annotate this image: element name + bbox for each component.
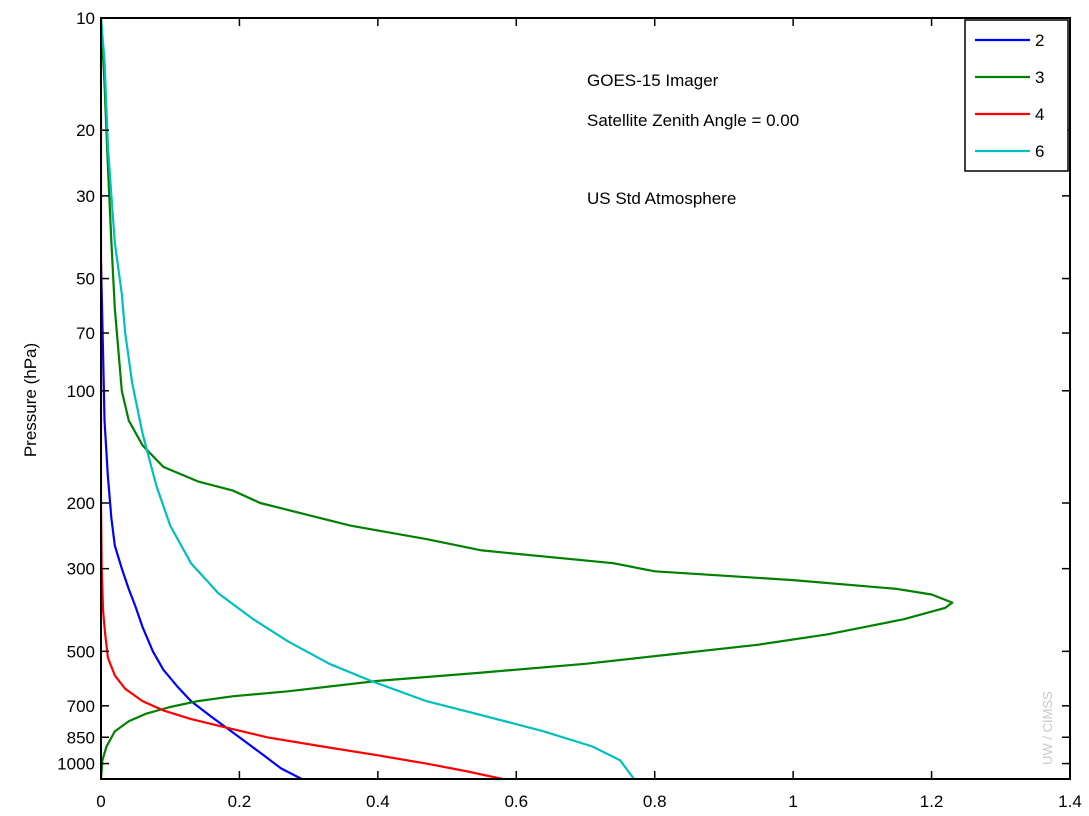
legend-box — [964, 19, 1069, 172]
legend: 2 3 4 6 — [964, 19, 1069, 172]
x-tick-label: 0.2 — [228, 792, 252, 811]
x-tick-label: 1 — [788, 792, 797, 811]
x-tick-label: 1.4 — [1058, 792, 1082, 811]
y-tick-label: 70 — [76, 324, 95, 343]
y-tick-label: 200 — [67, 494, 95, 513]
annotation-atmosphere: US Std Atmosphere — [587, 189, 736, 208]
y-axis-label: Pressure (hPa) — [21, 343, 40, 457]
y-tick-label: 300 — [67, 560, 95, 579]
y-tick-label: 1000 — [57, 755, 95, 774]
legend-label-2: 2 — [1035, 31, 1044, 50]
y-axis: 10 20 30 50 70 100 200 300 500 700 850 1000 — [57, 9, 1070, 774]
y-tick-label: 500 — [67, 642, 95, 661]
x-tick-label: 0 — [96, 792, 105, 811]
watermark: UW / CIMSS — [1040, 691, 1055, 765]
y-tick-label: 100 — [67, 382, 95, 401]
legend-label-3: 3 — [1035, 68, 1044, 87]
series-line-2 — [101, 261, 303, 779]
x-tick-label: 0.6 — [504, 792, 528, 811]
y-tick-label: 20 — [76, 121, 95, 140]
y-tick-label: 10 — [76, 9, 95, 28]
series-line-4 — [101, 113, 503, 779]
legend-label-6: 6 — [1035, 142, 1044, 161]
x-tick-label: 1.2 — [920, 792, 944, 811]
plot-frame — [100, 17, 1071, 780]
y-tick-label: 50 — [76, 270, 95, 289]
legend-label-4: 4 — [1035, 105, 1044, 124]
y-tick-label: 30 — [76, 187, 95, 206]
y-tick-label: 850 — [67, 728, 95, 747]
annotation-zenith-angle: Satellite Zenith Angle = 0.00 — [587, 111, 799, 130]
x-tick-label: 0.8 — [643, 792, 667, 811]
x-tick-label: 0.4 — [366, 792, 390, 811]
x-axis: 0 0.2 0.4 0.6 0.8 1 1.2 1.4 — [96, 18, 1082, 811]
annotation-instrument: GOES-15 Imager — [587, 71, 719, 90]
series-line-3 — [101, 18, 954, 779]
y-tick-label: 700 — [67, 697, 95, 716]
series-line-6 — [101, 18, 635, 779]
series-lines — [101, 18, 954, 779]
